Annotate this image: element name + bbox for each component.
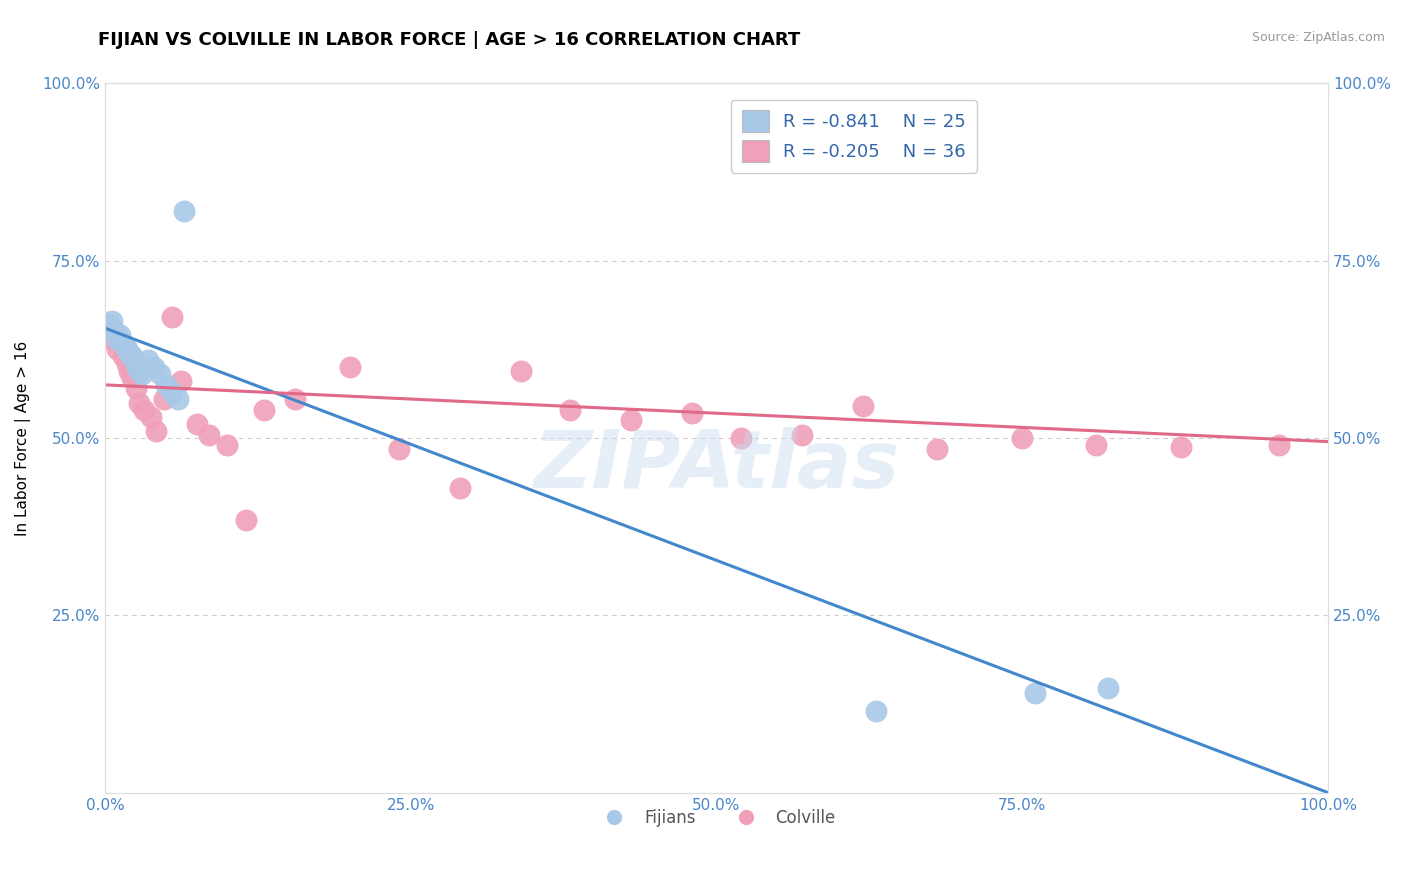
Point <box>509 364 531 378</box>
Point <box>925 442 948 456</box>
Point <box>149 368 172 382</box>
Text: FIJIAN VS COLVILLE IN LABOR FORCE | AGE > 16 CORRELATION CHART: FIJIAN VS COLVILLE IN LABOR FORCE | AGE … <box>98 31 800 49</box>
Point <box>162 384 184 399</box>
Point <box>128 395 150 409</box>
Text: ZIPAtlas: ZIPAtlas <box>533 427 900 506</box>
Point <box>339 360 361 375</box>
Point <box>387 442 409 456</box>
Legend: Fijians, Colville: Fijians, Colville <box>591 803 842 834</box>
Point <box>865 704 887 718</box>
Point <box>96 321 118 335</box>
Point <box>96 321 118 335</box>
Point <box>121 371 143 385</box>
Point <box>128 364 150 378</box>
Point <box>170 374 193 388</box>
Point <box>1268 438 1291 452</box>
Point <box>1024 686 1046 700</box>
Point <box>792 427 814 442</box>
Point <box>131 368 153 382</box>
Point <box>101 314 124 328</box>
Point <box>449 481 471 495</box>
Point <box>104 325 127 339</box>
Point <box>125 360 148 375</box>
Point <box>167 392 190 406</box>
Point <box>1011 431 1033 445</box>
Point <box>145 424 167 438</box>
Point <box>152 392 174 406</box>
Point <box>112 350 135 364</box>
Point <box>142 360 165 375</box>
Point <box>132 402 155 417</box>
Point <box>155 377 177 392</box>
Point <box>118 346 141 360</box>
Point <box>115 343 138 357</box>
Point <box>118 364 141 378</box>
Point <box>1170 440 1192 454</box>
Point <box>111 335 134 350</box>
Point <box>162 310 184 325</box>
Point <box>284 392 307 406</box>
Point <box>115 357 138 371</box>
Point <box>1097 681 1119 695</box>
Point <box>136 353 159 368</box>
Y-axis label: In Labor Force | Age > 16: In Labor Force | Age > 16 <box>15 341 31 536</box>
Point <box>253 402 276 417</box>
Point <box>121 350 143 364</box>
Point <box>124 353 146 368</box>
Point <box>620 413 643 427</box>
Point <box>105 332 128 346</box>
Point <box>217 438 239 452</box>
Point <box>1084 438 1107 452</box>
Point <box>681 406 703 420</box>
Point <box>100 332 122 346</box>
Point <box>730 431 752 445</box>
Point <box>105 343 128 357</box>
Point <box>98 318 121 332</box>
Point <box>108 328 131 343</box>
Point <box>124 381 146 395</box>
Point <box>558 402 581 417</box>
Point <box>114 339 136 353</box>
Point <box>173 204 195 219</box>
Point <box>141 409 163 424</box>
Point <box>852 399 875 413</box>
Point <box>235 513 257 527</box>
Point <box>186 417 208 431</box>
Text: Source: ZipAtlas.com: Source: ZipAtlas.com <box>1251 31 1385 45</box>
Point <box>198 427 221 442</box>
